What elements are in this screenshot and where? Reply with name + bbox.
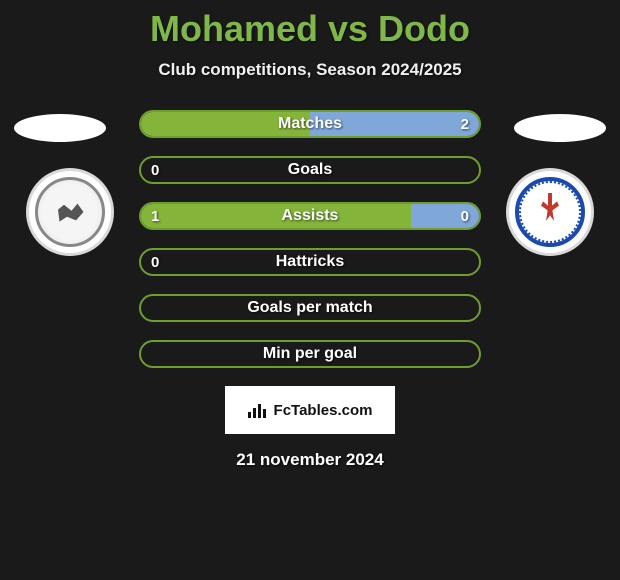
page-title: Mohamed vs Dodo [0, 0, 620, 50]
player-left-ellipse [14, 114, 106, 142]
player-right-ellipse [514, 114, 606, 142]
stat-bar-goals-per-match: Goals per match [139, 294, 481, 322]
club-badge-right [506, 168, 594, 256]
stat-bar-matches: Matches2 [139, 110, 481, 138]
date-text: 21 november 2024 [0, 450, 620, 470]
stat-bar-right-value: 2 [451, 112, 479, 136]
watermark-text: FcTables.com [274, 402, 373, 419]
club-badge-right-icon [515, 177, 585, 247]
stat-bar-left-value: 0 [141, 158, 169, 182]
stat-bar-label: Matches [141, 112, 479, 136]
stat-bars: Matches2Goals0Assists10Hattricks0Goals p… [139, 110, 481, 368]
stat-bar-label: Goals [141, 158, 479, 182]
subtitle: Club competitions, Season 2024/2025 [0, 60, 620, 80]
watermark: FcTables.com [225, 386, 395, 434]
stat-bar-assists: Assists1 0 [139, 202, 481, 230]
club-badge-left-icon [35, 177, 105, 247]
stat-bar-label: Assists [141, 204, 479, 228]
stat-bar-label: Hattricks [141, 250, 479, 274]
stat-bar-min-per-goal: Min per goal [139, 340, 481, 368]
stat-bar-right-value: 0 [451, 204, 479, 228]
stat-bar-left-value: 0 [141, 250, 169, 274]
comparison-panel: Matches2Goals0Assists10Hattricks0Goals p… [0, 110, 620, 470]
stat-bar-goals: Goals0 [139, 156, 481, 184]
watermark-chart-icon [248, 402, 268, 418]
stat-bar-label: Min per goal [141, 342, 479, 366]
stat-bar-label: Goals per match [141, 296, 479, 320]
club-badge-left [26, 168, 114, 256]
stat-bar-left-value: 1 [141, 204, 169, 228]
stat-bar-hattricks: Hattricks0 [139, 248, 481, 276]
